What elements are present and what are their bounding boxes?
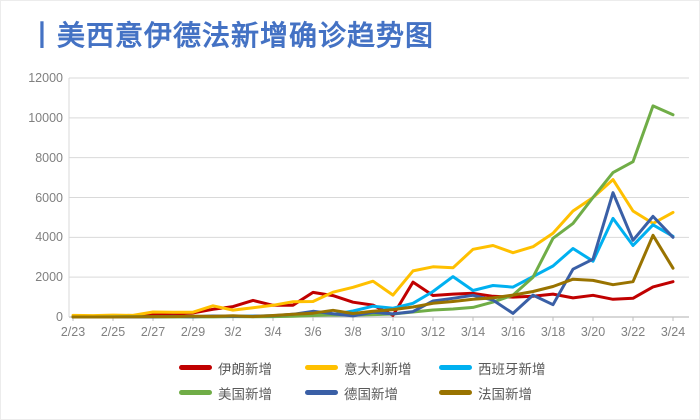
legend-item: 美国新增 — [179, 383, 305, 402]
series-line-法国新增 — [71, 233, 675, 319]
legend-swatch-icon — [179, 390, 212, 395]
legend-label: 法国新增 — [478, 386, 532, 402]
x-tick-label: 3/8 — [344, 325, 362, 339]
x-tick-label: 3/20 — [580, 325, 606, 339]
legend-label: 伊朗新增 — [218, 361, 272, 377]
legend-item: 法国新增 — [439, 383, 589, 402]
legend-label: 德国新增 — [344, 386, 398, 402]
x-tick-label: 2/23 — [60, 325, 86, 339]
x-tick-label: 3/14 — [460, 325, 486, 339]
legend: 伊朗新增 意大利新增 西班牙新增美国新增 德国新增 法国新增 — [179, 358, 589, 402]
x-tick-label: 3/16 — [500, 325, 526, 339]
x-tick-label: 2/25 — [100, 325, 126, 339]
x-tick-label: 3/22 — [620, 325, 646, 339]
legend-swatch-icon — [305, 390, 338, 395]
x-tick-label: 2/29 — [180, 325, 206, 339]
x-tick-label: 3/12 — [420, 325, 446, 339]
series-line-西班牙新增 — [71, 216, 675, 319]
y-tick-label: 2000 — [35, 270, 63, 285]
legend-label: 西班牙新增 — [478, 361, 546, 377]
x-tick-label: 3/24 — [660, 325, 686, 339]
y-tick-label: 6000 — [35, 190, 63, 205]
y-tick-label: 10000 — [28, 110, 63, 125]
legend-item: 西班牙新增 — [439, 358, 589, 377]
series-line-意大利新增 — [71, 178, 675, 318]
legend-swatch-icon — [439, 390, 472, 395]
y-tick-label: 12000 — [28, 71, 63, 85]
x-tick-label: 3/4 — [264, 325, 282, 339]
legend-swatch-icon — [439, 365, 472, 370]
legend-swatch-icon — [305, 365, 338, 370]
x-tick-label: 3/10 — [380, 325, 406, 339]
legend-label: 意大利新增 — [344, 361, 412, 377]
legend-item: 伊朗新增 — [179, 358, 305, 377]
legend-item: 意大利新增 — [305, 358, 439, 377]
x-tick-label: 3/6 — [304, 325, 322, 339]
x-tick-label: 3/18 — [540, 325, 566, 339]
chart-title: 丨美西意伊德法新增确诊趋势图 — [28, 20, 435, 51]
series-line-美国新增 — [71, 104, 675, 319]
legend-item: 德国新增 — [305, 383, 439, 402]
x-tick-label: 3/2 — [224, 325, 242, 339]
y-tick-label: 4000 — [35, 230, 63, 245]
x-tick-label: 2/27 — [140, 325, 166, 339]
y-tick-label: 0 — [56, 310, 63, 324]
legend-label: 美国新增 — [218, 386, 272, 402]
y-tick-label: 8000 — [35, 150, 63, 165]
legend-swatch-icon — [179, 365, 212, 370]
